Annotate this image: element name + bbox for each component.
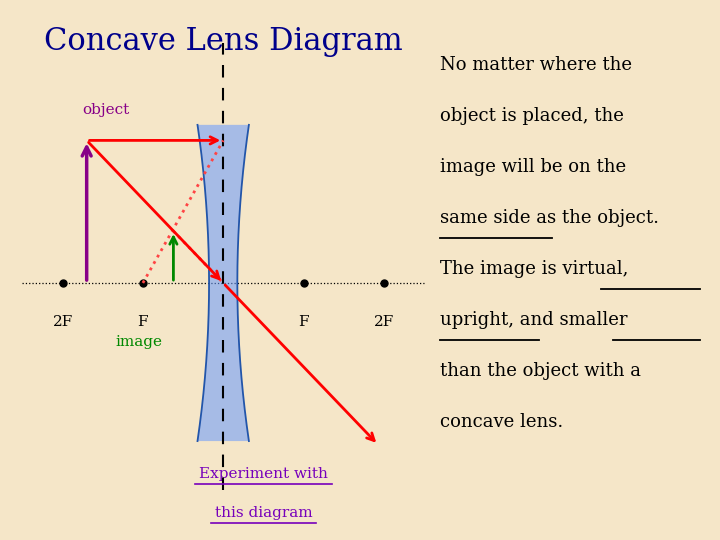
Text: 2F: 2F [374, 315, 394, 329]
Text: image: image [115, 335, 163, 349]
Text: Experiment with: Experiment with [199, 467, 328, 481]
Text: 2F: 2F [53, 315, 73, 329]
Text: upright, and smaller: upright, and smaller [441, 311, 628, 329]
Text: Concave Lens Diagram: Concave Lens Diagram [44, 26, 402, 57]
Text: object is placed, the: object is placed, the [441, 107, 624, 125]
Text: F: F [138, 315, 148, 329]
Text: image will be on the: image will be on the [441, 158, 626, 177]
Text: object: object [83, 103, 130, 117]
Text: same side as the object.: same side as the object. [441, 209, 660, 227]
Text: concave lens.: concave lens. [441, 413, 564, 431]
Text: this diagram: this diagram [215, 506, 312, 520]
Text: F: F [298, 315, 309, 329]
Text: The image is virtual,: The image is virtual, [441, 260, 629, 278]
Text: than the object with a: than the object with a [441, 362, 642, 380]
Polygon shape [197, 125, 249, 441]
Text: No matter where the: No matter where the [441, 57, 632, 75]
